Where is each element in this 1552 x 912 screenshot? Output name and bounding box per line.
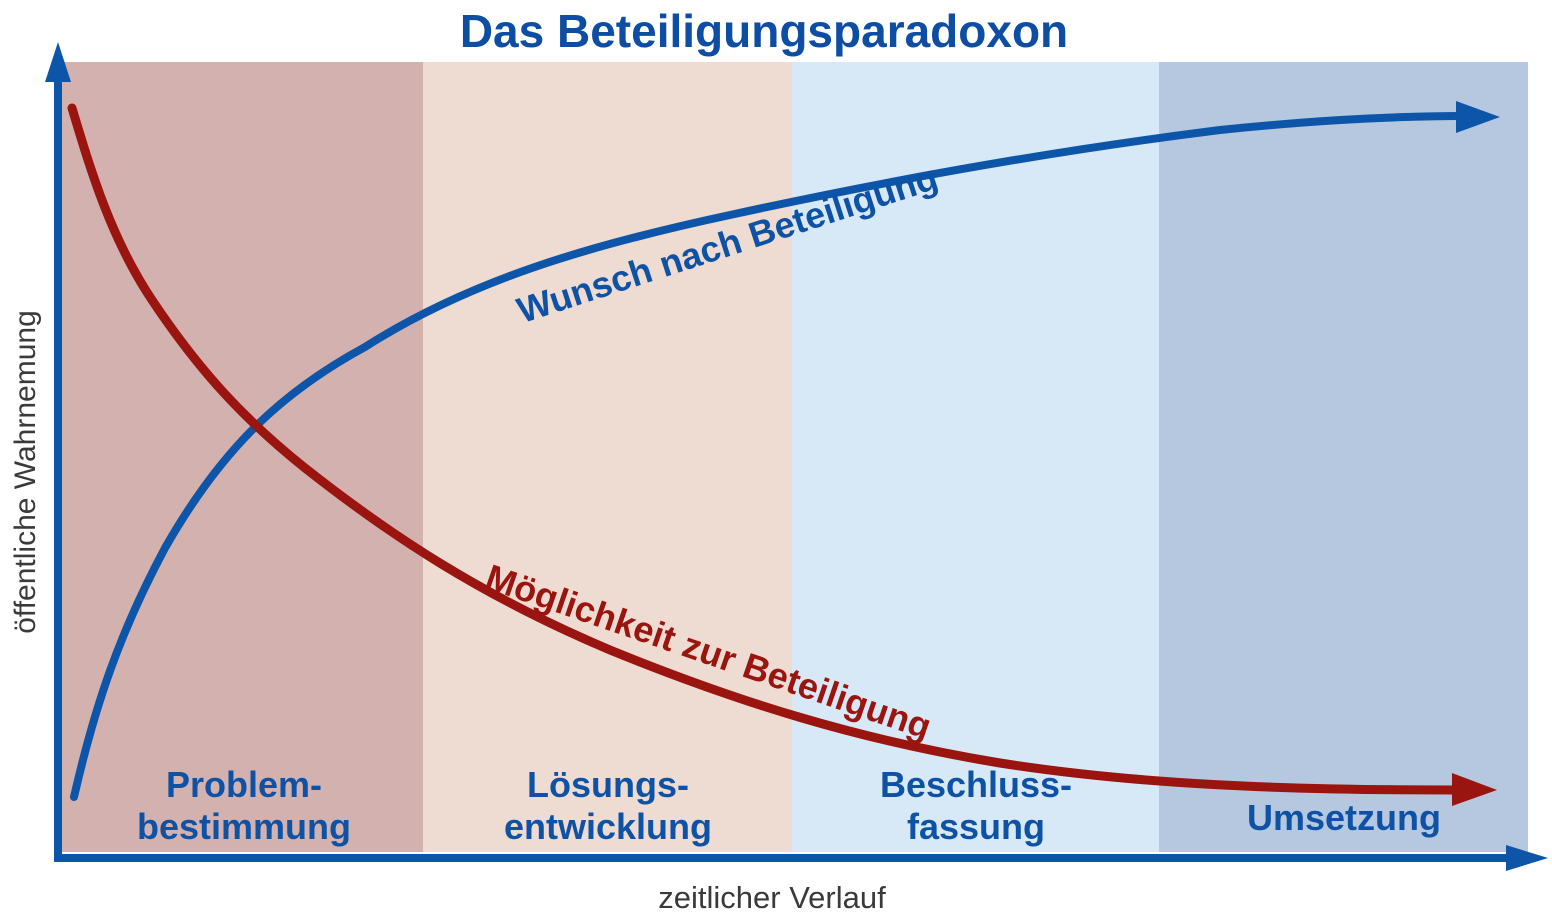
- phase-band-beschlussfassung: [792, 62, 1159, 852]
- phase-band-problembestimmung: [62, 62, 423, 852]
- curve-moeglichkeit-zur-beteiligung: [67, 103, 1457, 795]
- phase-band-umsetzung: [1159, 62, 1528, 852]
- x-axis-label: zeitlicher Verlauf: [658, 880, 886, 912]
- arrowhead-curve-moeglichkeit-icon: [1452, 773, 1497, 806]
- x-axis-arrow-icon: [1506, 845, 1548, 871]
- y-axis-label: öffentliche Wahrnemung: [9, 310, 42, 634]
- curve-wunsch-nach-beteiligung: [70, 112, 1466, 801]
- phase-label-beschlussfassung: Beschluss- fassung: [879, 764, 1073, 848]
- y-axis-arrow-icon: [45, 42, 71, 82]
- phase-band-loesungsentwicklung: [423, 62, 792, 852]
- phase-label-umsetzung: Umsetzung: [1246, 797, 1442, 838]
- phase-label-loesungsentwicklung: Lösungs- entwicklung: [503, 764, 713, 848]
- phase-label-problembestimmung: Problem- bestimmung: [136, 764, 352, 848]
- chart-title: Das Beteiligungsparadoxon: [459, 5, 1069, 57]
- arrowhead-curve-wunsch-icon: [1456, 101, 1500, 133]
